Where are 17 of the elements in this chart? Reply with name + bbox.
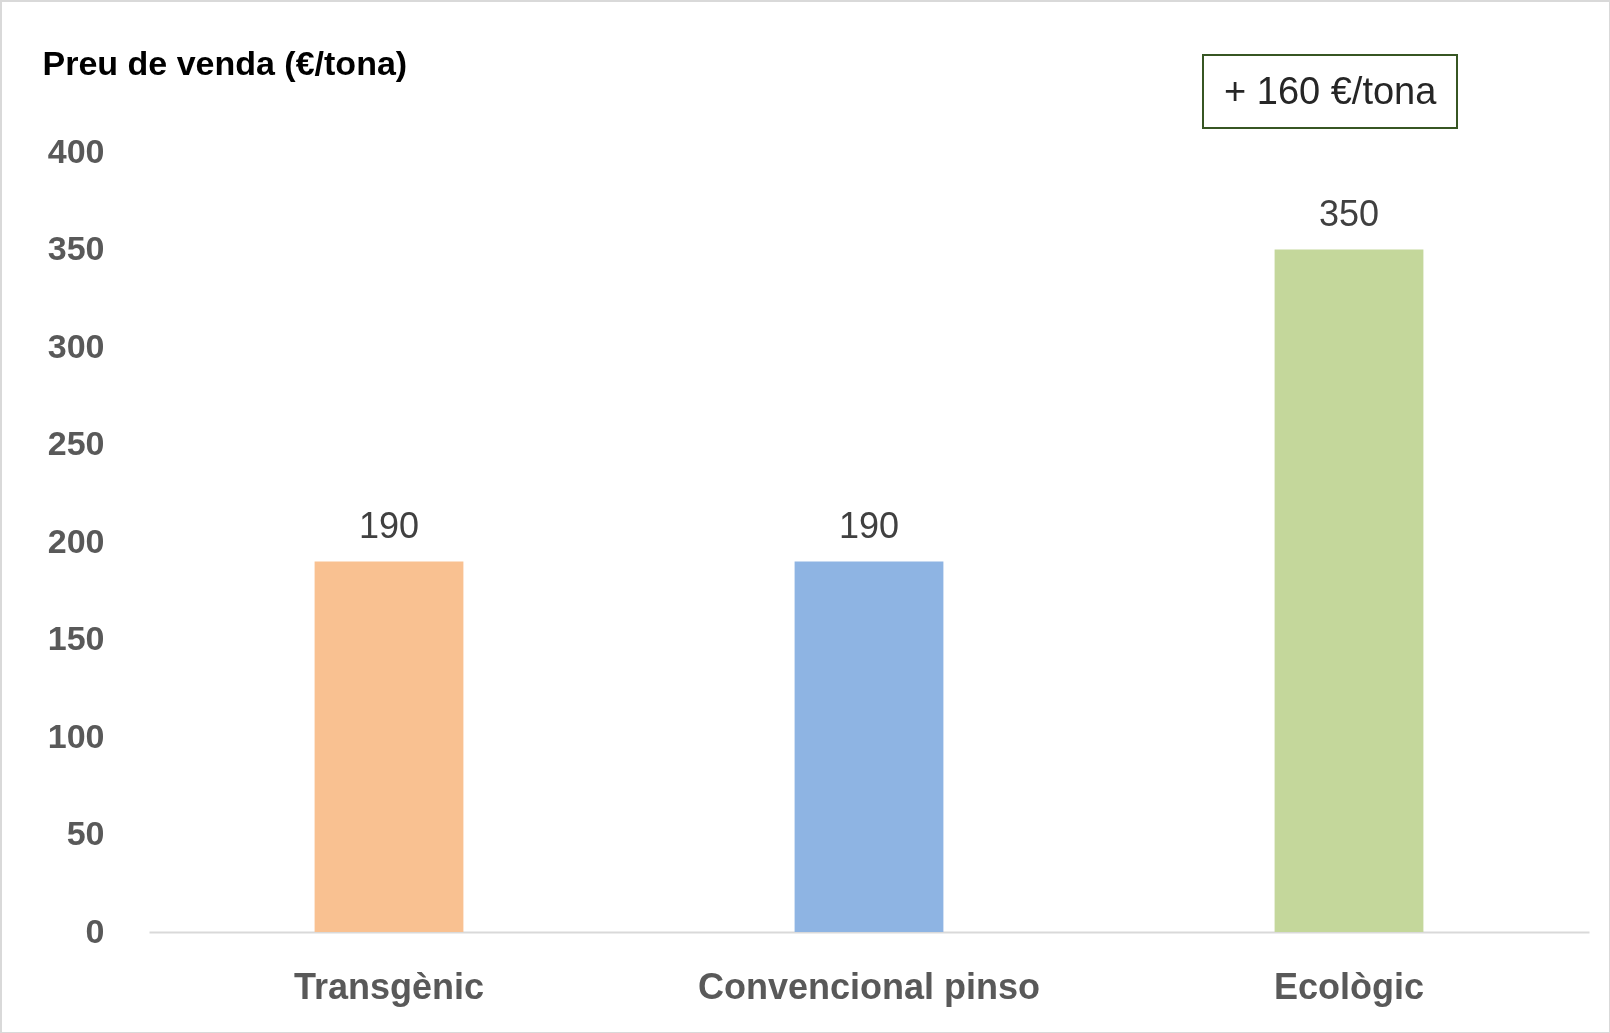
x-tick-label: Transgènic (293, 965, 485, 1007)
data-label: 350 (1318, 192, 1380, 234)
data-label: 190 (838, 504, 900, 546)
x-tick-label: Ecològic (1273, 965, 1425, 1007)
y-tick-label: 400 (47, 131, 105, 170)
y-tick-label: 150 (47, 619, 105, 657)
y-tick-label: 250 (47, 424, 105, 462)
y-tick-label: 300 (47, 326, 105, 365)
y-axis-title: Preu de venda (€/tona) (42, 43, 408, 82)
y-tick-label: 50 (66, 814, 105, 852)
data-label: 190 (358, 504, 420, 546)
y-tick-label: 0 (85, 911, 105, 950)
y-tick-label: 100 (47, 716, 105, 755)
text: + 160 €/tona (1202, 54, 1459, 129)
y-tick-label: 200 (47, 521, 105, 560)
x-tick-label: Convencional pinso (697, 965, 1041, 1007)
y-tick-label: 350 (47, 229, 105, 267)
